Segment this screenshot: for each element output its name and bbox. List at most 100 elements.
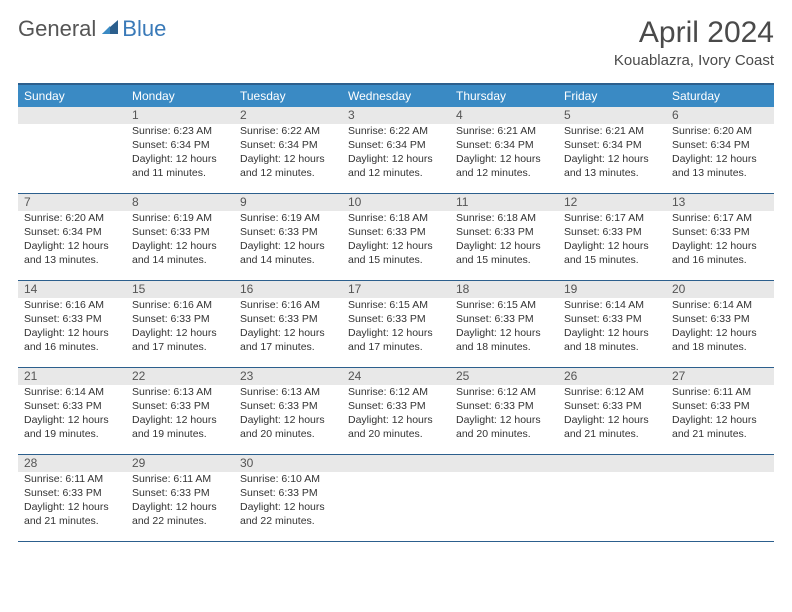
calendar-cell [558, 455, 666, 541]
daylight-text: Daylight: 12 hours and 17 minutes. [132, 327, 228, 355]
cell-body: Sunrise: 6:18 AMSunset: 6:33 PMDaylight:… [450, 211, 558, 271]
day-number: 8 [126, 194, 234, 211]
calendar-cell: 11Sunrise: 6:18 AMSunset: 6:33 PMDayligh… [450, 194, 558, 280]
sunrise-text: Sunrise: 6:21 AM [456, 125, 552, 139]
sunrise-text: Sunrise: 6:13 AM [132, 386, 228, 400]
day-number: 26 [558, 368, 666, 385]
daylight-text: Daylight: 12 hours and 13 minutes. [564, 153, 660, 181]
sunrise-text: Sunrise: 6:14 AM [24, 386, 120, 400]
daylight-text: Daylight: 12 hours and 18 minutes. [456, 327, 552, 355]
day-number: 4 [450, 107, 558, 124]
sunrise-text: Sunrise: 6:21 AM [564, 125, 660, 139]
calendar-week: 28Sunrise: 6:11 AMSunset: 6:33 PMDayligh… [18, 455, 774, 542]
page-title: April 2024 [614, 16, 774, 50]
day-number: 29 [126, 455, 234, 472]
day-header-monday: Monday [126, 85, 234, 107]
day-number: 19 [558, 281, 666, 298]
cell-body: Sunrise: 6:15 AMSunset: 6:33 PMDaylight:… [450, 298, 558, 358]
sunset-text: Sunset: 6:33 PM [132, 313, 228, 327]
day-header-friday: Friday [558, 85, 666, 107]
day-number: 18 [450, 281, 558, 298]
sunset-text: Sunset: 6:33 PM [672, 226, 768, 240]
daylight-text: Daylight: 12 hours and 18 minutes. [564, 327, 660, 355]
sunset-text: Sunset: 6:33 PM [132, 226, 228, 240]
sunset-text: Sunset: 6:33 PM [348, 313, 444, 327]
calendar-cell: 27Sunrise: 6:11 AMSunset: 6:33 PMDayligh… [666, 368, 774, 454]
cell-body: Sunrise: 6:23 AMSunset: 6:34 PMDaylight:… [126, 124, 234, 184]
cell-body: Sunrise: 6:12 AMSunset: 6:33 PMDaylight:… [450, 385, 558, 445]
calendar-cell [666, 455, 774, 541]
sunrise-text: Sunrise: 6:14 AM [672, 299, 768, 313]
daylight-text: Daylight: 12 hours and 20 minutes. [456, 414, 552, 442]
calendar-week: 1Sunrise: 6:23 AMSunset: 6:34 PMDaylight… [18, 107, 774, 194]
sunset-text: Sunset: 6:33 PM [348, 226, 444, 240]
calendar-cell [450, 455, 558, 541]
daylight-text: Daylight: 12 hours and 15 minutes. [564, 240, 660, 268]
cell-body [18, 124, 126, 129]
cell-body [450, 472, 558, 477]
cell-body: Sunrise: 6:14 AMSunset: 6:33 PMDaylight:… [666, 298, 774, 358]
sunset-text: Sunset: 6:34 PM [564, 139, 660, 153]
calendar-cell: 22Sunrise: 6:13 AMSunset: 6:33 PMDayligh… [126, 368, 234, 454]
cell-body: Sunrise: 6:19 AMSunset: 6:33 PMDaylight:… [126, 211, 234, 271]
cell-body [666, 472, 774, 477]
sunrise-text: Sunrise: 6:20 AM [672, 125, 768, 139]
logo: General Blue [18, 16, 166, 42]
daylight-text: Daylight: 12 hours and 22 minutes. [240, 501, 336, 529]
day-number: 14 [18, 281, 126, 298]
calendar-cell: 14Sunrise: 6:16 AMSunset: 6:33 PMDayligh… [18, 281, 126, 367]
cell-body: Sunrise: 6:20 AMSunset: 6:34 PMDaylight:… [18, 211, 126, 271]
daylight-text: Daylight: 12 hours and 20 minutes. [240, 414, 336, 442]
day-number: 3 [342, 107, 450, 124]
cell-body: Sunrise: 6:22 AMSunset: 6:34 PMDaylight:… [342, 124, 450, 184]
cell-body: Sunrise: 6:12 AMSunset: 6:33 PMDaylight:… [558, 385, 666, 445]
cell-body: Sunrise: 6:11 AMSunset: 6:33 PMDaylight:… [666, 385, 774, 445]
calendar-cell: 25Sunrise: 6:12 AMSunset: 6:33 PMDayligh… [450, 368, 558, 454]
calendar-week: 14 Sunrise: 6:16 AMSunset: 6:33 PMDayligh… [18, 281, 774, 368]
weeks-container: 1Sunrise: 6:23 AMSunset: 6:34 PMDaylight… [18, 107, 774, 542]
sunset-text: Sunset: 6:33 PM [672, 313, 768, 327]
sunrise-text: Sunrise: 6:17 AM [564, 212, 660, 226]
calendar-cell: 21Sunrise: 6:14 AMSunset: 6:33 PMDayligh… [18, 368, 126, 454]
day-number: 17 [342, 281, 450, 298]
sunset-text: Sunset: 6:34 PM [132, 139, 228, 153]
header: General Blue April 2024 Kouablazra, Ivor… [18, 16, 774, 69]
sunset-text: Sunset: 6:33 PM [564, 400, 660, 414]
calendar-cell: 12Sunrise: 6:17 AMSunset: 6:33 PMDayligh… [558, 194, 666, 280]
calendar-cell: 7Sunrise: 6:20 AMSunset: 6:34 PMDaylight… [18, 194, 126, 280]
daylight-text: Daylight: 12 hours and 21 minutes. [564, 414, 660, 442]
day-number: 30 [234, 455, 342, 472]
cell-body: Sunrise: 6:21 AMSunset: 6:34 PMDaylight:… [450, 124, 558, 184]
cell-body: Sunrise: 6:19 AMSunset: 6:33 PMDaylight:… [234, 211, 342, 271]
sunrise-text: Sunrise: 6:12 AM [564, 386, 660, 400]
sunset-text: Sunset: 6:33 PM [24, 400, 120, 414]
day-number [18, 107, 126, 124]
sunset-text: Sunset: 6:34 PM [348, 139, 444, 153]
daylight-text: Daylight: 12 hours and 14 minutes. [132, 240, 228, 268]
daylight-text: Daylight: 12 hours and 17 minutes. [348, 327, 444, 355]
cell-body: Sunrise: 6:16 AMSunset: 6:33 PMDaylight:… [234, 298, 342, 358]
daylight-text: Daylight: 12 hours and 15 minutes. [348, 240, 444, 268]
day-number: 21 [18, 368, 126, 385]
sunset-text: Sunset: 6:33 PM [24, 313, 120, 327]
day-number: 9 [234, 194, 342, 211]
day-number: 27 [666, 368, 774, 385]
location-subtitle: Kouablazra, Ivory Coast [614, 52, 774, 69]
day-number: 1 [126, 107, 234, 124]
sunrise-text: Sunrise: 6:20 AM [24, 212, 120, 226]
cell-body [558, 472, 666, 477]
sunrise-text: Sunrise: 6:19 AM [240, 212, 336, 226]
sunset-text: Sunset: 6:34 PM [24, 226, 120, 240]
cell-body: Sunrise: 6:18 AMSunset: 6:33 PMDaylight:… [342, 211, 450, 271]
day-number: 25 [450, 368, 558, 385]
day-number: 16 [234, 281, 342, 298]
calendar-cell: 15Sunrise: 6:16 AMSunset: 6:33 PMDayligh… [126, 281, 234, 367]
cell-body: Sunrise: 6:14 AMSunset: 6:33 PMDaylight:… [18, 385, 126, 445]
calendar-cell [342, 455, 450, 541]
cell-body: Sunrise: 6:13 AMSunset: 6:33 PMDaylight:… [234, 385, 342, 445]
sunset-text: Sunset: 6:33 PM [132, 487, 228, 501]
day-number: 5 [558, 107, 666, 124]
cell-body: Sunrise: 6:21 AMSunset: 6:34 PMDaylight:… [558, 124, 666, 184]
sunrise-text: Sunrise: 6:23 AM [132, 125, 228, 139]
day-headers-row: Sunday Monday Tuesday Wednesday Thursday… [18, 85, 774, 107]
